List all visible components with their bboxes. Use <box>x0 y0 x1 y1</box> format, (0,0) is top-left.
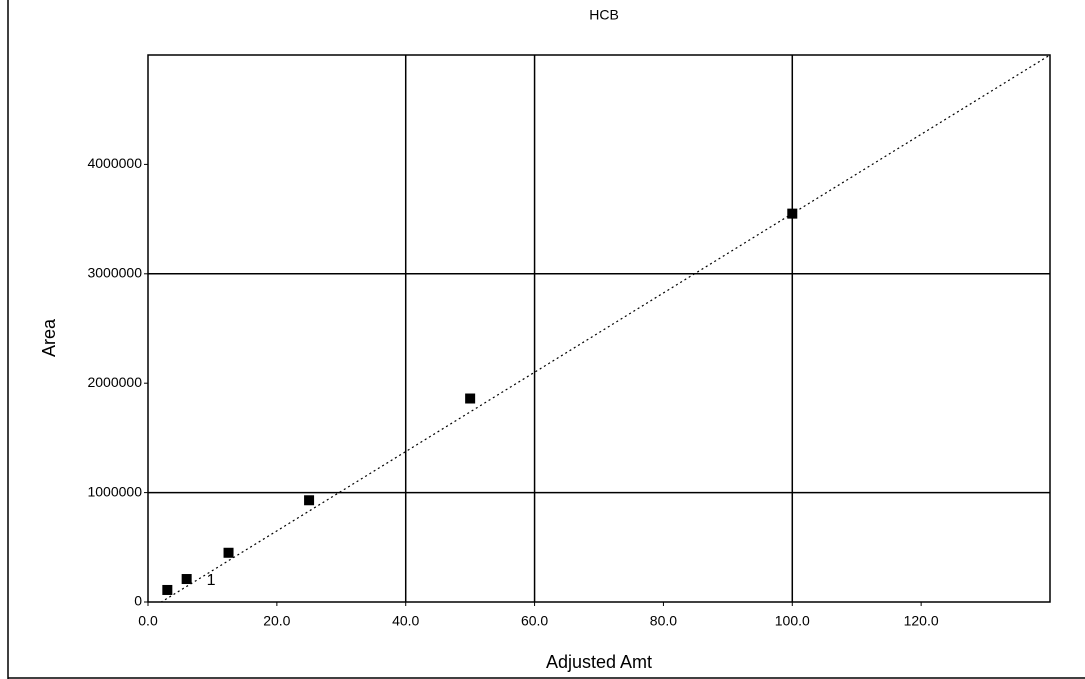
data-point <box>162 584 173 595</box>
chart-title: HCB <box>589 7 619 23</box>
x-tick-label: 80.0 <box>650 613 677 629</box>
y-tick-label: 0 <box>134 593 142 609</box>
data-point <box>465 393 476 404</box>
x-tick-label: 60.0 <box>521 613 548 629</box>
x-tick-label: 40.0 <box>392 613 419 629</box>
plot-clip <box>160 55 1050 602</box>
y-tick-label: 1000000 <box>87 483 142 499</box>
data-point <box>787 208 798 219</box>
x-tick-label: 0.0 <box>138 613 158 629</box>
plot-area <box>147 54 1051 603</box>
data-point <box>223 547 234 558</box>
x-axis-label: Adjusted Amt <box>546 652 652 672</box>
y-tick-label: 2000000 <box>87 374 142 390</box>
x-tick-label: 20.0 <box>263 613 290 629</box>
data-point <box>181 574 192 585</box>
fit-line <box>160 55 1050 602</box>
data-point <box>304 495 315 506</box>
y-axis-label: Area <box>39 318 59 357</box>
point-label: 1 <box>207 572 216 589</box>
x-tick-label: 100.0 <box>775 613 810 629</box>
x-tick-label: 120.0 <box>904 613 939 629</box>
y-tick-label: 4000000 <box>87 155 142 171</box>
y-tick-label: 3000000 <box>87 265 142 281</box>
